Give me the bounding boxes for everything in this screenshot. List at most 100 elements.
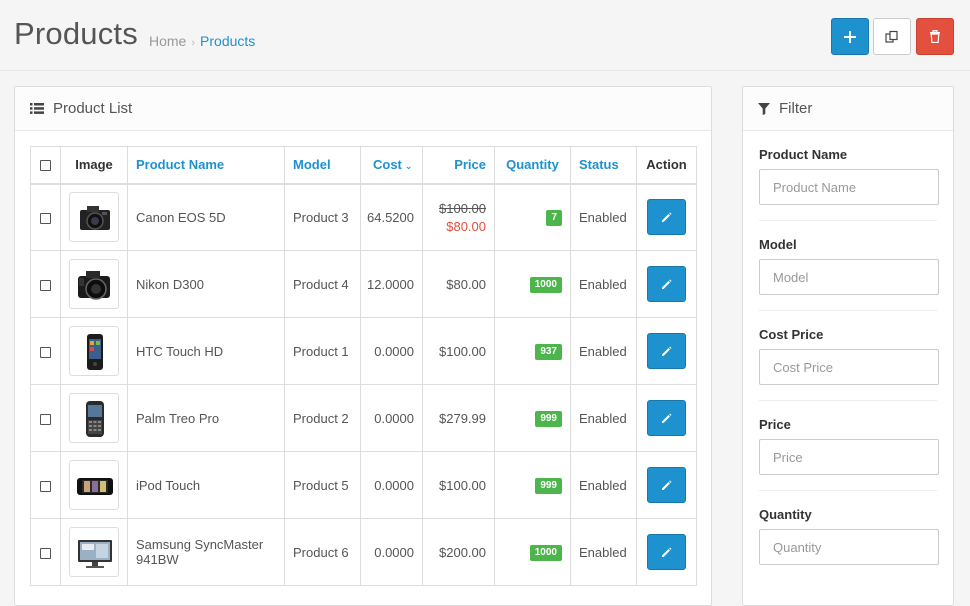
row-checkbox[interactable] xyxy=(40,547,51,559)
copy-product-button[interactable] xyxy=(873,18,911,55)
row-action-cell xyxy=(636,384,697,452)
page-title: Products xyxy=(14,16,138,51)
row-checkbox[interactable] xyxy=(40,346,51,358)
quantity-badge: 1000 xyxy=(529,545,562,561)
filter-panel: Filter Product Name Model Cost Price Pri… xyxy=(742,86,954,606)
product-model: Product 3 xyxy=(284,183,361,251)
row-action-cell xyxy=(636,250,697,318)
table-row: Palm Treo Pro Product 2 0.0000 $279.99 9… xyxy=(30,384,697,452)
filter-label: Product Name xyxy=(759,147,848,162)
filter-title: Filter xyxy=(779,100,813,117)
row-image-cell xyxy=(60,250,128,318)
product-status: Enabled xyxy=(570,250,637,318)
row-checkbox[interactable] xyxy=(40,480,51,492)
filter-group-price: Price xyxy=(759,401,939,491)
quantity-filter-input[interactable] xyxy=(759,529,939,565)
filter-label: Cost Price xyxy=(759,327,824,342)
select-all-cell xyxy=(30,146,61,185)
table-row: Canon EOS 5D Product 3 64.5200 $100.00 $8… xyxy=(30,183,697,251)
special-price: $80.00 xyxy=(446,218,486,234)
table-row: iPod Touch Product 5 0.0000 $100.00 999 … xyxy=(30,451,697,519)
trash-icon xyxy=(930,30,940,43)
table-row: Nikon D300 Product 4 12.0000 $80.00 1000… xyxy=(30,250,697,318)
row-check-cell xyxy=(30,317,61,385)
filter-heading: Filter xyxy=(743,87,953,131)
row-checkbox[interactable] xyxy=(40,212,51,224)
row-action-cell xyxy=(636,183,697,251)
add-product-button[interactable] xyxy=(831,18,869,55)
product-name-filter-input[interactable] xyxy=(759,169,939,205)
edit-button[interactable] xyxy=(647,266,686,302)
product-model: Product 6 xyxy=(284,518,361,586)
product-name: Nikon D300 xyxy=(127,250,285,318)
row-checkbox[interactable] xyxy=(40,279,51,291)
quantity-badge: 937 xyxy=(535,344,562,360)
row-check-cell xyxy=(30,451,61,519)
edit-button[interactable] xyxy=(647,467,686,503)
product-price: $80.00 xyxy=(422,250,495,318)
product-quantity-cell: 7 xyxy=(494,183,571,251)
product-model: Product 4 xyxy=(284,250,361,318)
filter-group-product-name: Product Name xyxy=(759,131,939,221)
column-cost[interactable]: Cost ⌄ xyxy=(360,146,423,185)
row-checkbox[interactable] xyxy=(40,413,51,425)
sort-caret-icon: ⌄ xyxy=(404,161,413,172)
column-product-name[interactable]: Product Name xyxy=(127,146,285,185)
cost-price-filter-input[interactable] xyxy=(759,349,939,385)
pencil-icon xyxy=(662,279,672,289)
page-header: Products Home › Products xyxy=(0,0,970,71)
breadcrumb-products-link[interactable]: Products xyxy=(200,33,256,49)
edit-button[interactable] xyxy=(647,400,686,436)
filter-group-model: Model xyxy=(759,221,939,311)
select-all-checkbox[interactable] xyxy=(40,160,51,172)
product-table: Image Product Name Model Cost ⌄ Price Qua… xyxy=(30,146,697,586)
plus-icon xyxy=(844,30,856,43)
product-name: Canon EOS 5D xyxy=(127,183,285,251)
product-model: Product 5 xyxy=(284,451,361,519)
filter-icon xyxy=(758,102,770,115)
product-cost: 0.0000 xyxy=(360,317,423,385)
filter-group-quantity: Quantity xyxy=(759,491,939,581)
product-image-ipod xyxy=(69,460,119,510)
product-status: Enabled xyxy=(570,384,637,452)
column-quantity[interactable]: Quantity xyxy=(494,146,571,185)
product-quantity-cell: 999 xyxy=(494,384,571,452)
filter-form: Product Name Model Cost Price Price Quan… xyxy=(743,131,953,581)
row-image-cell xyxy=(60,183,128,251)
product-price: $100.00 xyxy=(422,317,495,385)
column-status[interactable]: Status xyxy=(570,146,637,185)
breadcrumb-separator: › xyxy=(191,37,196,49)
table-row: HTC Touch HD Product 1 0.0000 $100.00 93… xyxy=(30,317,697,385)
table-row: Samsung SyncMaster 941BW Product 6 0.000… xyxy=(30,518,697,586)
edit-button[interactable] xyxy=(647,333,686,369)
row-image-cell xyxy=(60,451,128,519)
table-header-row: Image Product Name Model Cost ⌄ Price Qua… xyxy=(30,146,697,185)
row-image-cell xyxy=(60,384,128,452)
product-quantity-cell: 1000 xyxy=(494,250,571,318)
pencil-icon xyxy=(662,413,672,423)
price-filter-input[interactable] xyxy=(759,439,939,475)
column-cost-label: Cost xyxy=(373,157,402,173)
product-cost: 0.0000 xyxy=(360,518,423,586)
product-model: Product 1 xyxy=(284,317,361,385)
original-price: $100.00 xyxy=(439,200,486,216)
product-list-title: Product List xyxy=(53,100,133,117)
edit-button[interactable] xyxy=(647,534,686,570)
product-status: Enabled xyxy=(570,183,637,251)
column-model[interactable]: Model xyxy=(284,146,361,185)
pencil-icon xyxy=(662,346,672,356)
row-image-cell xyxy=(60,317,128,385)
product-price-cell: $100.00 $80.00 xyxy=(422,183,495,251)
model-filter-input[interactable] xyxy=(759,259,939,295)
breadcrumb-home-link[interactable]: Home xyxy=(149,33,187,49)
product-status: Enabled xyxy=(570,518,637,586)
product-quantity-cell: 937 xyxy=(494,317,571,385)
breadcrumb: Home › Products xyxy=(149,33,255,49)
column-price[interactable]: Price xyxy=(422,146,495,185)
product-quantity-cell: 999 xyxy=(494,451,571,519)
edit-button[interactable] xyxy=(647,199,686,236)
product-model: Product 2 xyxy=(284,384,361,452)
pencil-icon xyxy=(662,212,672,222)
delete-product-button[interactable] xyxy=(916,18,954,55)
pencil-icon xyxy=(662,547,672,557)
